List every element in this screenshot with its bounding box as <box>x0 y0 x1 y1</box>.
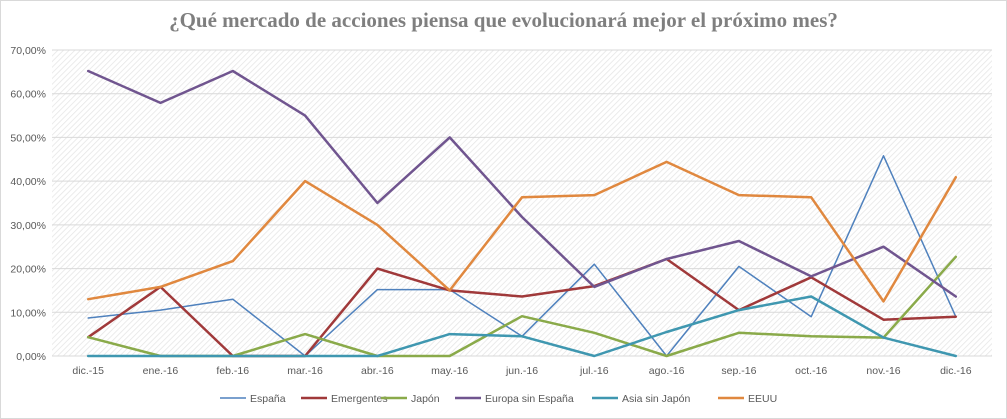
x-tick-label: mar.-16 <box>287 365 323 377</box>
x-tick-label: sep.-16 <box>721 365 756 377</box>
x-tick-label: jul.-16 <box>579 365 609 377</box>
legend-label-europa-sin-espana: Europa sin España <box>485 393 574 405</box>
x-tick-label: dic.-15 <box>72 365 104 377</box>
y-tick-label: 70,00% <box>10 45 46 57</box>
y-tick-label: 30,00% <box>10 220 46 232</box>
legend-label-japon: Japón <box>411 393 440 405</box>
series-line-asia-sin-japon <box>86 295 958 358</box>
x-tick-label: may.-16 <box>431 365 468 377</box>
legend-label-asia-sin-japon: Asia sin Japón <box>622 393 690 405</box>
series-line-europa-sin-espana <box>86 69 958 298</box>
legend-label-eeuu: EEUU <box>748 393 777 405</box>
x-tick-label: ene.-16 <box>143 365 179 377</box>
y-tick-label: 0,00% <box>16 351 46 363</box>
plot-area-background <box>52 50 992 356</box>
y-tick-label: 20,00% <box>10 264 46 276</box>
chart-title: ¿Qué mercado de acciones piensa que evol… <box>169 8 838 32</box>
y-tick-label: 60,00% <box>10 89 46 101</box>
y-tick-label: 50,00% <box>10 132 46 144</box>
x-tick-label: oct.-16 <box>795 365 827 377</box>
x-tick-label: ago.-16 <box>649 365 685 377</box>
series-line-eeuu <box>86 160 958 303</box>
x-tick-label: nov.-16 <box>866 365 900 377</box>
y-tick-label: 40,00% <box>10 176 46 188</box>
x-tick-label: abr.-16 <box>361 365 394 377</box>
x-tick-label: feb.-16 <box>216 365 249 377</box>
y-tick-label: 10,00% <box>10 307 46 319</box>
legend-label-emergentes: Emergentes <box>331 393 388 405</box>
legend-label-espana: España <box>250 393 286 405</box>
x-tick-label: dic.-16 <box>940 365 972 377</box>
x-tick-label: jun.-16 <box>505 365 538 377</box>
